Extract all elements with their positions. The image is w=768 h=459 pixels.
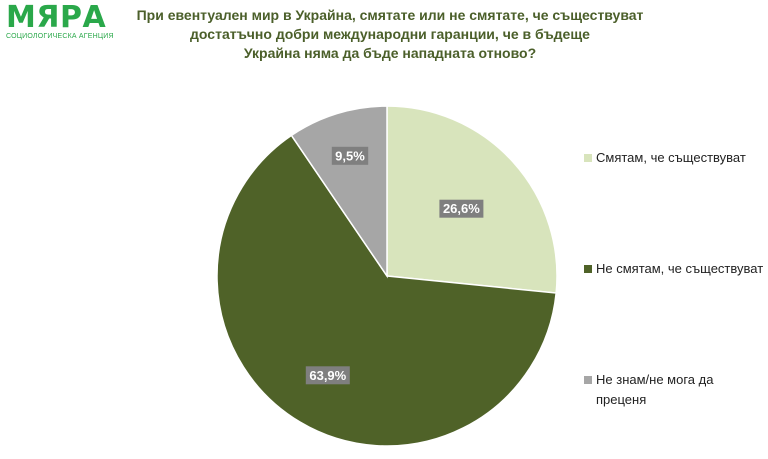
agency-logo: МЯРА СОЦИОЛОГИЧЕСКА АГЕНЦИЯ [6, 0, 116, 41]
legend-label-dont-know: Не знам/не мога да преценя [596, 372, 714, 407]
legend-swatch-no [584, 265, 592, 273]
pie-label-yes-text: 26,6% [443, 201, 480, 216]
legend-swatch-yes [584, 154, 592, 162]
pie-label-no-box [305, 366, 350, 385]
pie-label-no-text: 63,9% [309, 368, 346, 383]
pie-label-dont-know-box [331, 146, 369, 165]
pie-label-yes-box [439, 199, 484, 218]
pie-label-yes: 26,6% [439, 199, 484, 218]
pie-slice-yes [386, 105, 558, 294]
chart-title-line-3: Украйна няма да бъде нападната отново? [243, 45, 537, 61]
chart-title: При евентуален мир в Украйна, смятате ил… [130, 6, 650, 63]
logo-subtitle: СОЦИОЛОГИЧЕСКА АГЕНЦИЯ [6, 33, 114, 40]
legend-label-no: Не смятам, че съществуват [596, 261, 764, 276]
pie-slice-no [216, 134, 557, 447]
pie-label-dont-know-text: 9,5% [335, 148, 365, 163]
chart-title-line-2: достатъчно добри международни гаранции, … [190, 26, 590, 42]
chart-title-line-1: При евентуален мир в Украйна, смятате ил… [136, 7, 644, 23]
logo-wordmark: МЯРА [6, 0, 107, 35]
legend-swatch-dont-know [584, 376, 592, 384]
pie-label-dont-know: 9,5% [331, 146, 369, 165]
pie-label-no: 63,9% [305, 366, 350, 385]
legend-label-yes: Смятам, че съществуват [596, 150, 746, 165]
